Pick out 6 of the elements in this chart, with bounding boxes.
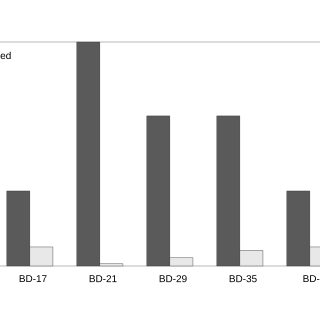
- annotation: ed: [0, 52, 11, 60]
- x-tick-label: BD-: [303, 275, 320, 282]
- x-tick-label: BD-17: [20, 275, 47, 282]
- x-tick-label: BD-29: [160, 275, 187, 282]
- x-tick-label: BD-35: [230, 275, 257, 282]
- x-tick-label: BD-21: [90, 275, 117, 282]
